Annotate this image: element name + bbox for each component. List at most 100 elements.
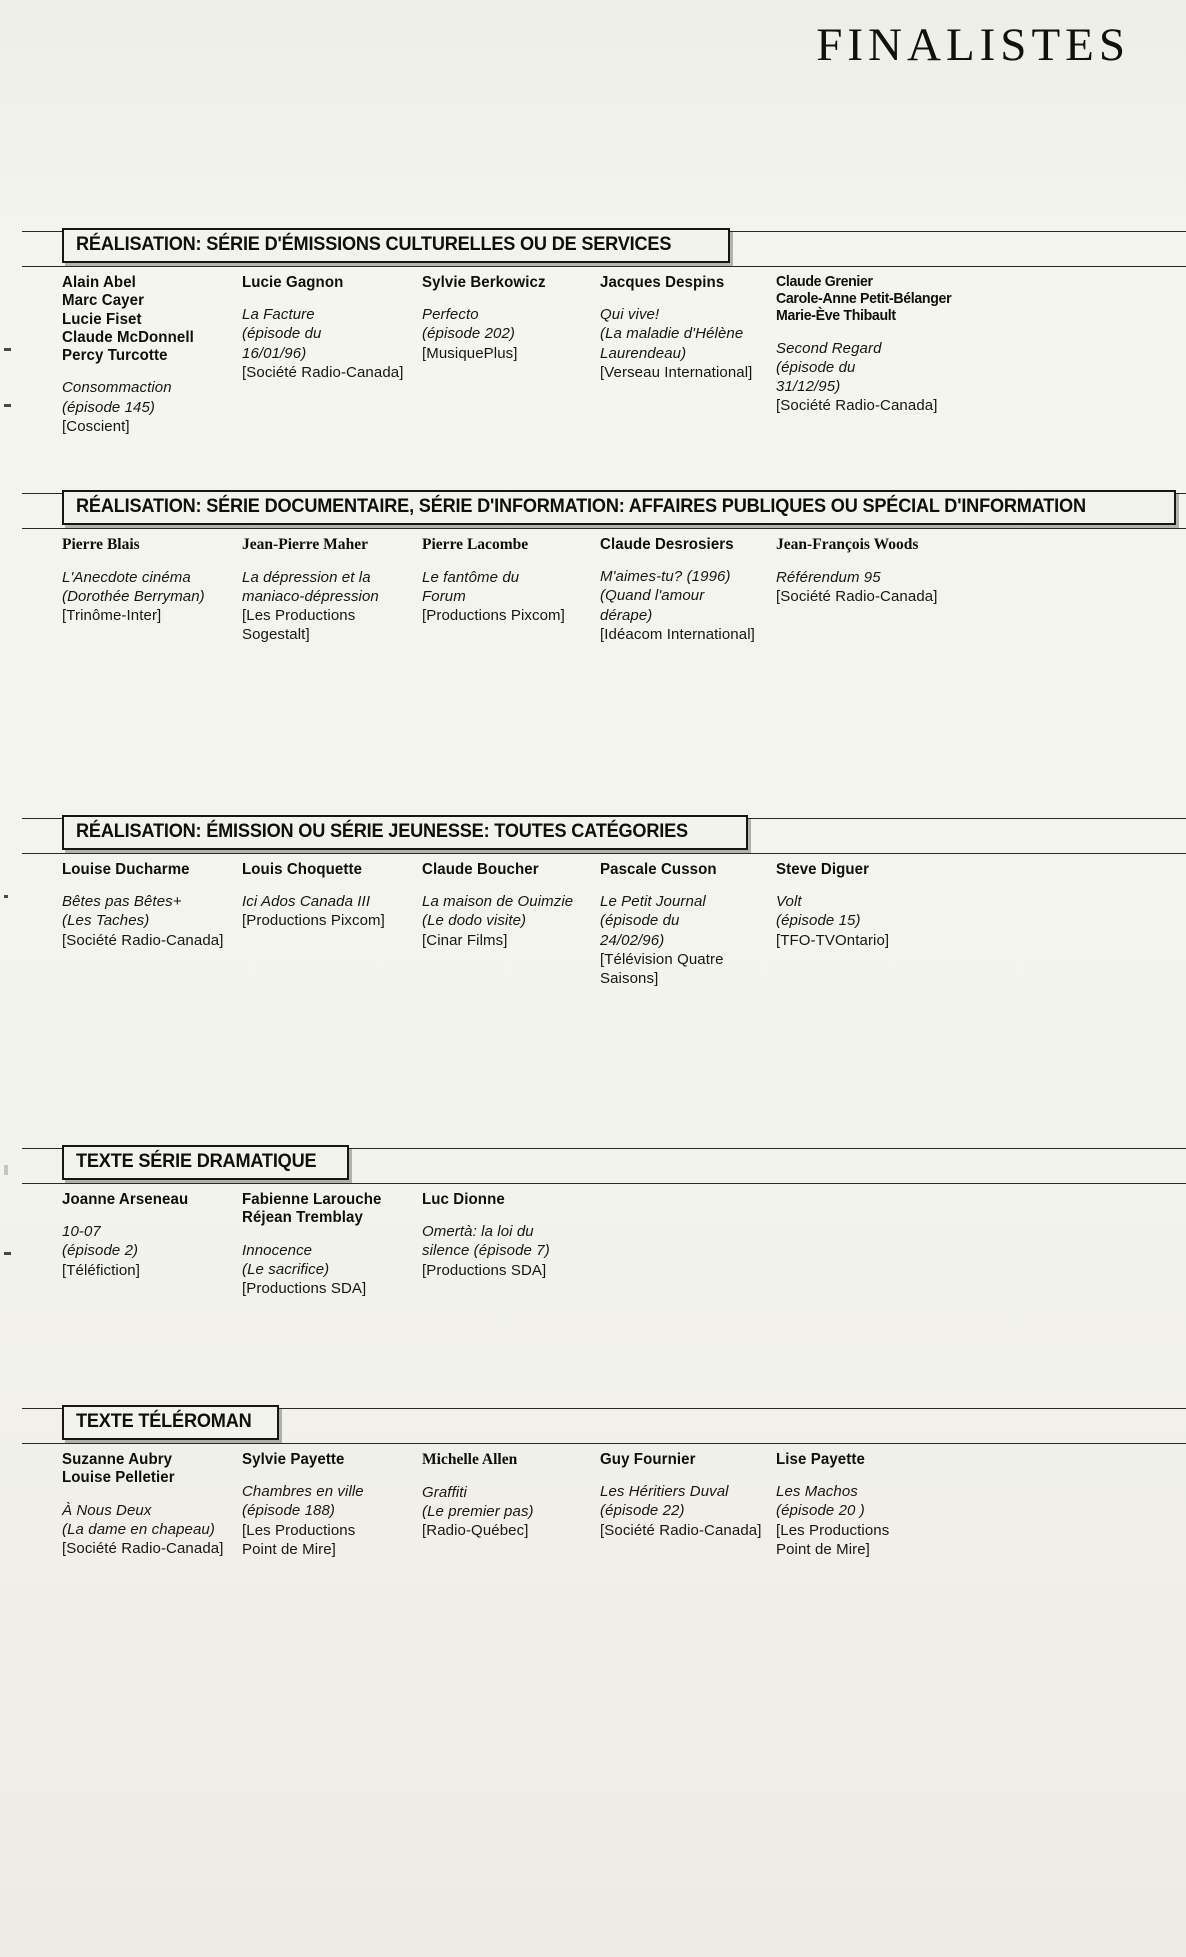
section-heading: RÉALISATION: SÉRIE DOCUMENTAIRE, SÉRIE D… [76, 495, 1086, 517]
section-realisation-series-culturelles: RÉALISATION: SÉRIE D'ÉMISSIONS CULTURELL… [0, 228, 1186, 435]
finalist-work: 10-07 (épisode 2) [62, 1223, 139, 1260]
finalist-work: Graffiti (Le premier pas) [422, 1483, 534, 1521]
section-band: RÉALISATION: ÉMISSION OU SÉRIE JEUNESSE:… [0, 815, 1186, 855]
finalist-entry: Steve Diguer Volt (épisode 15) [TFO-TVOnt… [776, 861, 976, 988]
section-texte-teleroman: TEXTE TÉLÉROMAN Suzanne Aubry Louise Pell… [0, 1405, 1186, 1558]
scan-edge-mark [4, 348, 11, 351]
finalist-production: [Trinôme-Inter] [62, 607, 162, 625]
finalist-names: Sylvie Payette [242, 1451, 345, 1468]
finalist-work: L'Anecdote cinéma (Dorothée Berryman) [62, 568, 205, 606]
finalist-work: Second Regard (épisode du 31/12/95) [776, 339, 882, 396]
finalist-work: Omertà: la loi du silence (épisode 7) [422, 1223, 550, 1260]
scan-edge-mark [4, 895, 8, 898]
section-realisation-jeunesse: RÉALISATION: ÉMISSION OU SÉRIE JEUNESSE:… [0, 815, 1186, 987]
finalist-names: Claude Boucher [422, 861, 539, 878]
finalist-production: [Productions SDA] [422, 1261, 547, 1279]
section-heading: TEXTE TÉLÉROMAN [76, 1410, 252, 1432]
finalist-production: [Téléfiction] [62, 1261, 140, 1279]
finalist-names: Sylvie Berkowicz [422, 274, 546, 291]
finalist-names: Fabienne Larouche Réjean Tremblay [242, 1191, 382, 1227]
band-rule-bottom [22, 528, 1186, 529]
finalist-entry: Jacques Despins Qui vive! (La maladie d'H… [600, 274, 776, 436]
finalist-names: Joanne Arseneau [62, 1191, 189, 1208]
section-header-box: RÉALISATION: SÉRIE D'ÉMISSIONS CULTURELL… [62, 228, 731, 263]
section-heading: RÉALISATION: ÉMISSION OU SÉRIE JEUNESSE:… [76, 820, 688, 842]
section-header-box: TEXTE SÉRIE DRAMATIQUE [62, 1145, 349, 1180]
finalist-production: [Société Radio-Canada] [600, 1521, 762, 1539]
section-heading: TEXTE SÉRIE DRAMATIQUE [76, 1150, 317, 1172]
finalist-production: [Société Radio-Canada] [242, 363, 404, 381]
finalist-entry: Joanne Arseneau 10-07 (épisode 2) [Téléfi… [62, 1191, 242, 1298]
finalist-production: [Société Radio-Canada] [62, 1539, 224, 1557]
section-realisation-documentaire: RÉALISATION: SÉRIE DOCUMENTAIRE, SÉRIE D… [0, 490, 1186, 643]
finalist-work: Bêtes pas Bêtes+ (Les Taches) [62, 893, 182, 930]
finalist-work: Le fantôme du Forum [422, 568, 520, 606]
finalist-names: Michelle Allen [422, 1451, 518, 1468]
finalist-names: Claude Desrosiers [600, 536, 734, 553]
section-header-box: TEXTE TÉLÉROMAN [62, 1405, 279, 1440]
finalist-names: Jean-François Woods [776, 536, 919, 553]
finalist-production: [MusiquePlus] [422, 344, 518, 362]
finalist-names: Louis Choquette [242, 861, 363, 878]
finalist-entry: Pascale Cusson Le Petit Journal (épisode … [600, 861, 776, 988]
scan-edge-mark [4, 1165, 8, 1175]
section-band: TEXTE TÉLÉROMAN [0, 1405, 1186, 1445]
finalist-production: [Idéacom International] [600, 625, 755, 643]
finalist-work: La Facture (épisode du 16/01/96) [242, 306, 322, 362]
finalist-work: Le Petit Journal (épisode du 24/02/96) [600, 893, 706, 949]
finalist-production: [Coscient] [62, 417, 130, 435]
finalist-production: [Productions SDA] [242, 1279, 367, 1297]
finalist-work: La maison de Ouimzie (Le dodo visite) [422, 893, 574, 930]
finalist-entry: Louis Choquette Ici Ados Canada III [Pro… [242, 861, 422, 988]
scan-edge-mark [4, 404, 11, 407]
finalist-work: Les Héritiers Duval (épisode 22) [600, 1483, 729, 1520]
finalists-columns: Suzanne Aubry Louise Pelletier À Nous Deu… [62, 1451, 1152, 1559]
finalist-entry: Claude Boucher La maison de Ouimzie (Le d… [422, 861, 600, 988]
finalist-work: Perfecto (épisode 202) [422, 306, 516, 343]
band-rule-bottom [22, 266, 1186, 267]
finalist-entry: Lise Payette Les Machos (épisode 20 ) [Le… [776, 1451, 976, 1559]
finalist-entry: Lucie Gagnon La Facture (épisode du 16/01/… [242, 274, 422, 436]
finalist-work: Qui vive! (La maladie d'Hélène Laurendeau) [600, 306, 744, 362]
section-header-box: RÉALISATION: ÉMISSION OU SÉRIE JEUNESSE:… [62, 815, 748, 850]
finalist-entry: Sylvie Berkowicz Perfecto (épisode 202) [… [422, 274, 600, 436]
finalist-names: Claude Grenier Carole-Anne Petit-Bélanger… [776, 274, 952, 325]
section-band: RÉALISATION: SÉRIE D'ÉMISSIONS CULTURELL… [0, 228, 1186, 268]
finalist-entry: Claude Grenier Carole-Anne Petit-Bélanger… [776, 274, 976, 436]
finalist-production: [Télévision Quatre Saisons] [600, 950, 724, 988]
finalist-work: Référendum 95 [776, 568, 881, 586]
finalist-production: [Radio-Québec] [422, 1522, 529, 1540]
finalist-entry: Louise Ducharme Bêtes pas Bêtes+ (Les Tac… [62, 861, 242, 988]
finalists-columns: Louise Ducharme Bêtes pas Bêtes+ (Les Tac… [62, 861, 1152, 988]
finalist-work: M'aimes-tu? (1996) (Quand l'amour dérape) [600, 568, 731, 624]
finalist-work: Consommaction (épisode 145) [62, 379, 172, 416]
finalist-work: Volt (épisode 15) [776, 893, 861, 930]
finalist-production: [Productions Pixcom] [242, 912, 385, 930]
finalist-work: La dépression et la maniaco-dépression [242, 568, 379, 606]
finalist-names: Luc Dionne [422, 1191, 505, 1208]
band-rule-bottom [22, 1443, 1186, 1444]
finalist-production: [Société Radio-Canada] [62, 931, 224, 949]
finalist-entry: Guy Fournier Les Héritiers Duval (épisode… [600, 1451, 776, 1559]
finalist-production: [Productions Pixcom] [422, 607, 565, 625]
finalist-names: Pierre Lacombe [422, 536, 529, 553]
page-title: FINALISTES [816, 19, 1130, 71]
finalist-entry: Sylvie Payette Chambres en ville (épisode… [242, 1451, 422, 1559]
section-heading: RÉALISATION: SÉRIE D'ÉMISSIONS CULTURELL… [76, 233, 672, 255]
finalist-entry: Claude Desrosiers M'aimes-tu? (1996) (Qua… [600, 536, 776, 645]
finalist-names: Steve Diguer [776, 861, 870, 878]
finalist-names: Alain Abel Marc Cayer Lucie Fiset Claude Mc… [62, 274, 194, 365]
finalist-work: Innocence (Le sacrifice) [242, 1241, 330, 1278]
finalist-entry: Pierre Lacombe Le fantôme du Forum [Produ… [422, 536, 600, 645]
finalist-work: Les Machos (épisode 20 ) [776, 1483, 865, 1520]
band-rule-bottom [22, 1183, 1186, 1184]
finalist-names: Jean-Pierre Maher [242, 536, 368, 553]
finalist-names: Jacques Despins [600, 274, 725, 291]
finalist-production: [Les Productions Point de Mire] [242, 1521, 356, 1558]
finalist-names: Lucie Gagnon [242, 274, 344, 291]
finalist-names: Suzanne Aubry Louise Pelletier [62, 1451, 175, 1487]
finalist-production: [TFO-TVOntario] [776, 931, 890, 949]
finalist-entry: Pierre Blais L'Anecdote cinéma (Dorothée … [62, 536, 242, 645]
scan-edge-mark [4, 1252, 11, 1255]
